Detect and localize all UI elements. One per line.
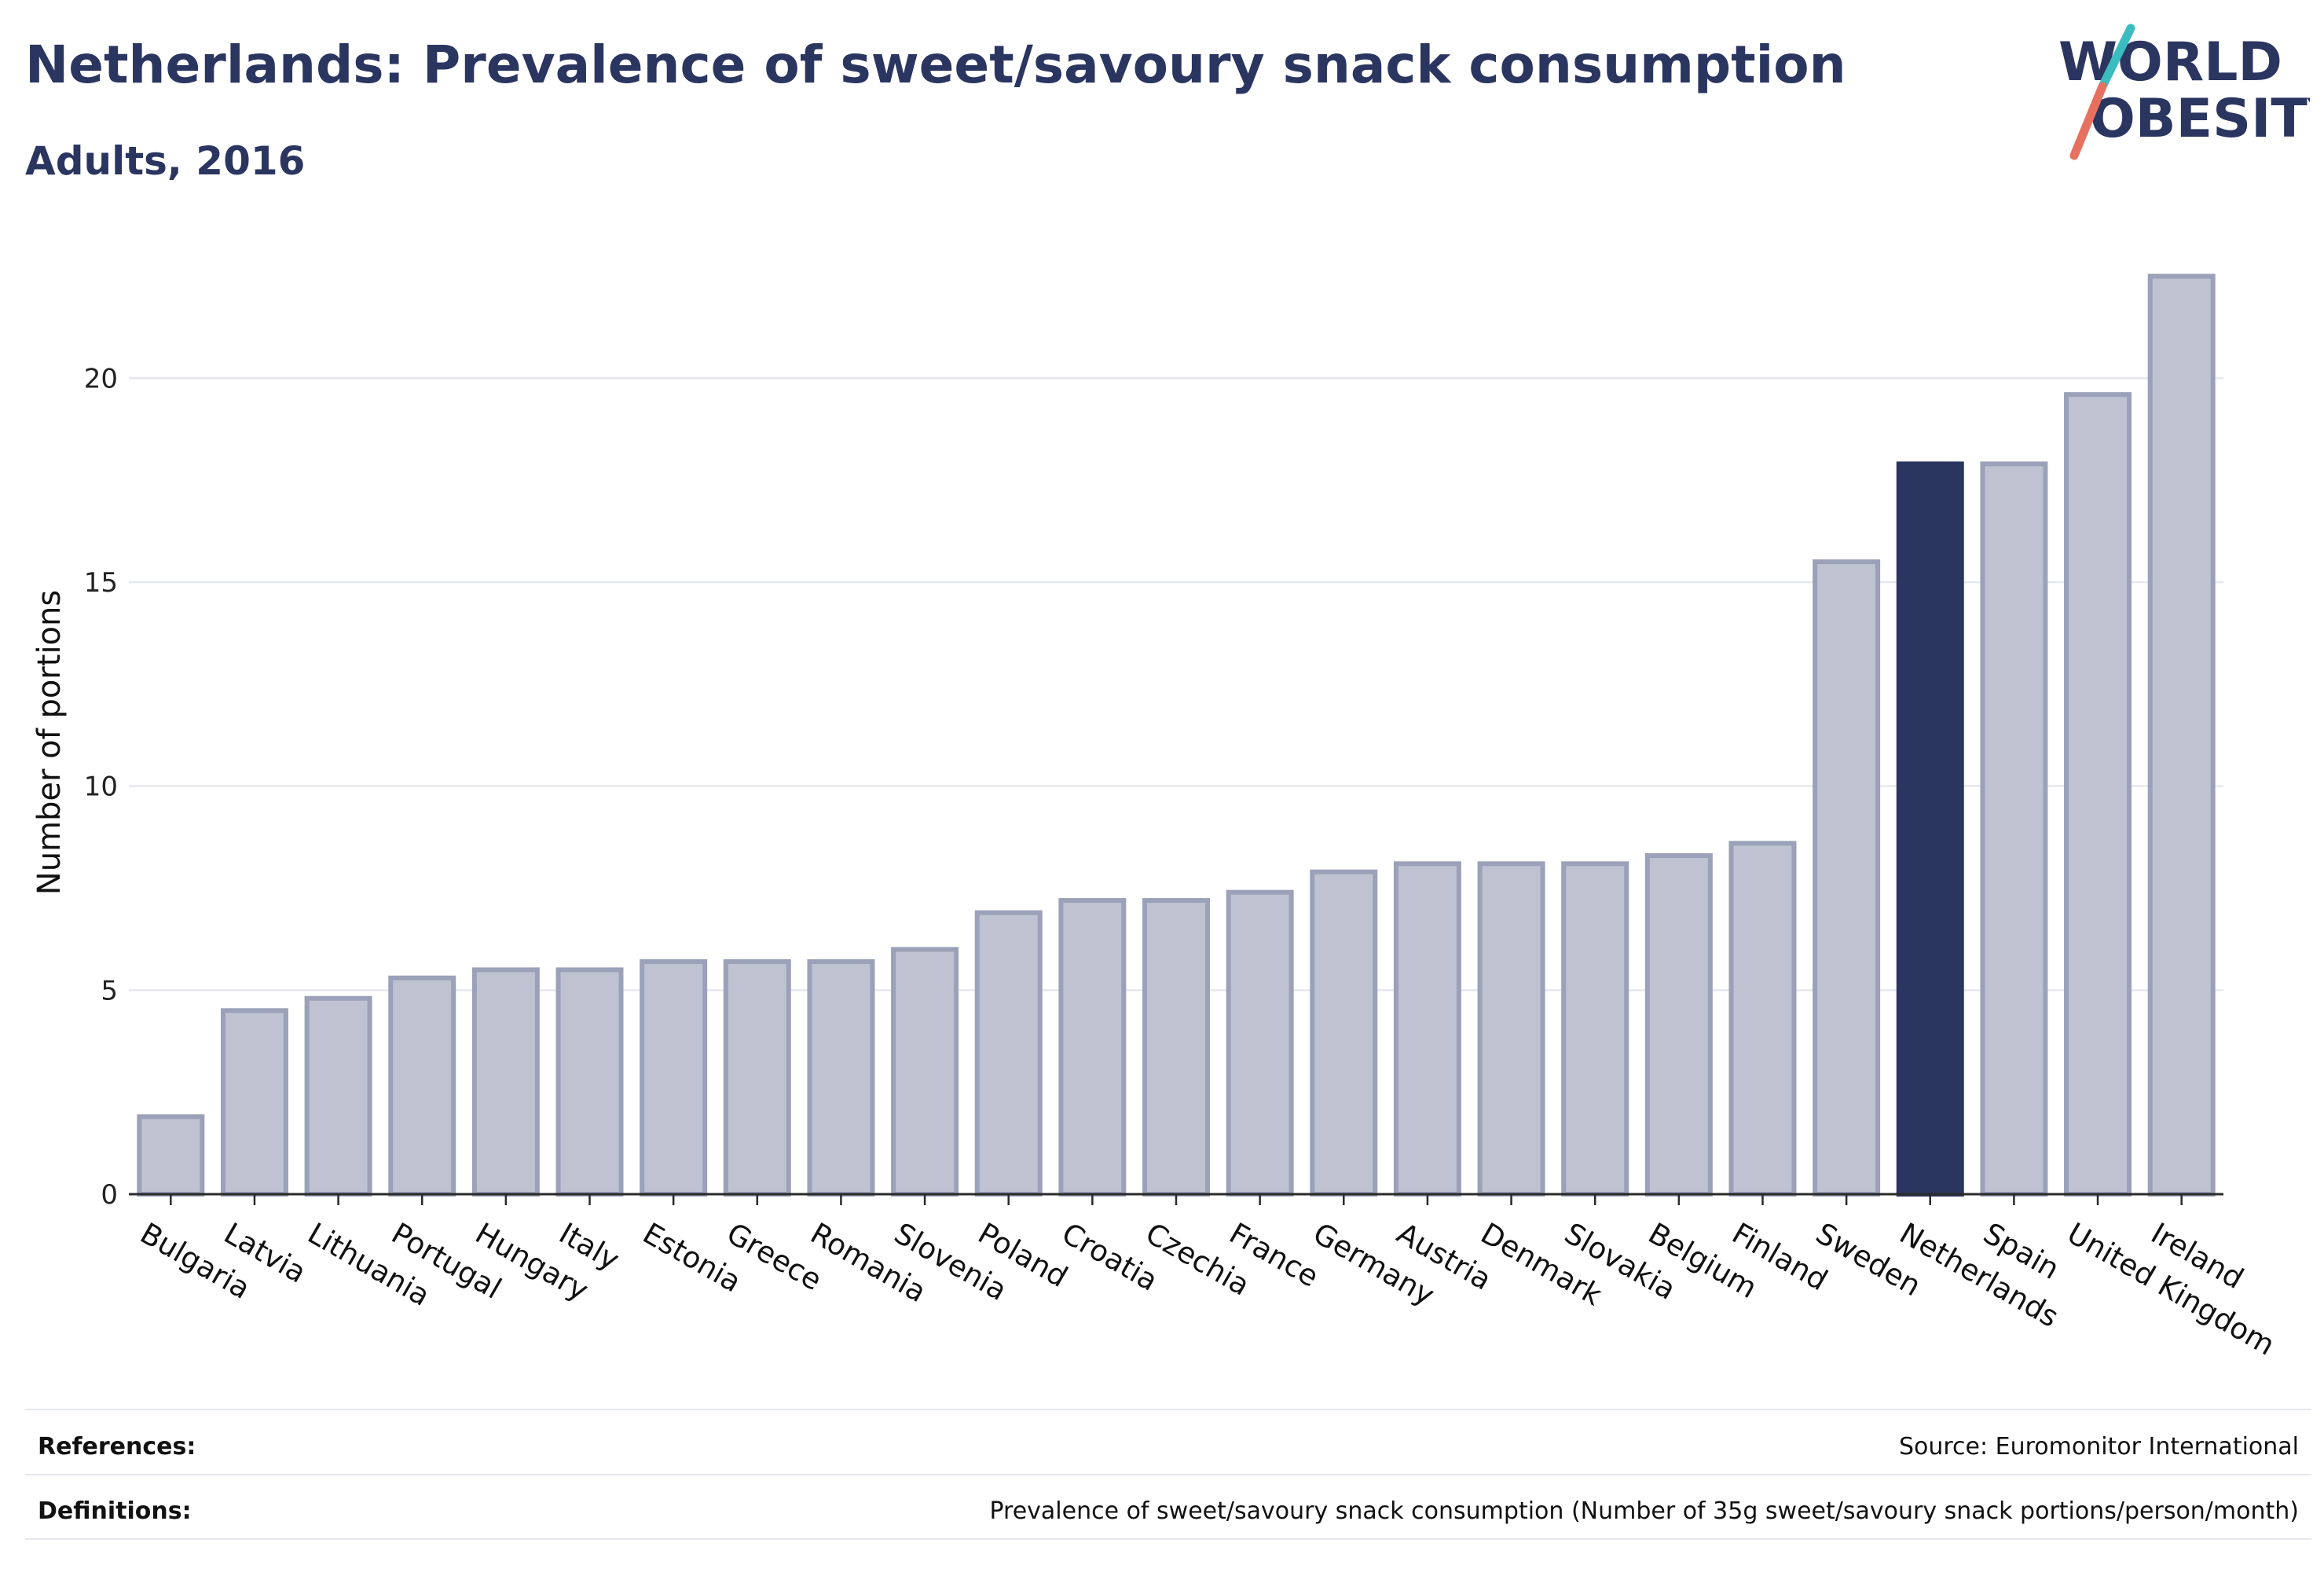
bar-ireland bbox=[2147, 273, 2216, 1197]
references-value: Source: Euromonitor International bbox=[1898, 1433, 2299, 1461]
bar-slovakia bbox=[1561, 861, 1629, 1197]
bar-finland bbox=[1728, 841, 1797, 1197]
page-title: Netherlands: Prevalence of sweet/savoury… bbox=[25, 35, 1846, 95]
bar-denmark bbox=[1477, 861, 1545, 1197]
bar-france bbox=[1226, 889, 1294, 1197]
bar-estonia bbox=[640, 958, 708, 1197]
bar-germany bbox=[1310, 869, 1378, 1197]
definitions-value: Prevalence of sweet/savoury snack consum… bbox=[989, 1497, 2299, 1525]
bar-spain bbox=[1980, 461, 2048, 1197]
definitions-label: Definitions: bbox=[38, 1497, 192, 1525]
bar-slovenia bbox=[891, 947, 959, 1197]
y-tick-label: 10 bbox=[84, 772, 118, 803]
bar-lithuania bbox=[304, 995, 372, 1197]
y-tick-label: 15 bbox=[84, 567, 118, 599]
footer-divider-middle bbox=[25, 1474, 2311, 1475]
bar-sweden bbox=[1813, 559, 1881, 1197]
bar-croatia bbox=[1058, 898, 1127, 1197]
axes bbox=[129, 1193, 2223, 1205]
bar-chart: 05101520BulgariaLatviaLithuaniaPortugalH… bbox=[31, 273, 2281, 1362]
y-axis-title: Number of portions bbox=[31, 590, 68, 895]
logo-slash-teal bbox=[2098, 24, 2135, 91]
bar-united-kingdom bbox=[2064, 392, 2132, 1197]
bar-poland bbox=[974, 910, 1043, 1197]
bar-hungary bbox=[471, 967, 540, 1197]
bar-portugal bbox=[388, 975, 456, 1197]
logo-slash-coral bbox=[2069, 82, 2107, 160]
logo-text-world: WORLD bbox=[2058, 31, 2282, 93]
bar-czechia bbox=[1142, 898, 1210, 1197]
page-subtitle: Adults, 2016 bbox=[25, 138, 306, 184]
bar-italy bbox=[555, 967, 624, 1197]
footer-divider-bottom bbox=[25, 1538, 2311, 1540]
bar-austria bbox=[1393, 861, 1461, 1197]
bars bbox=[137, 273, 2216, 1197]
y-tick-label: 0 bbox=[101, 1179, 118, 1211]
bar-belgium bbox=[1644, 852, 1713, 1197]
bar-greece bbox=[723, 958, 791, 1197]
references-label: References: bbox=[38, 1433, 196, 1461]
y-tick-label: 5 bbox=[101, 975, 118, 1006]
world-obesity-logo: WORLD OBESITY bbox=[2058, 24, 2310, 160]
bar-bulgaria bbox=[137, 1114, 205, 1197]
y-tick-label: 20 bbox=[84, 363, 118, 394]
x-tick-label: Croatia bbox=[1056, 1216, 1164, 1298]
logo-text-obesity: OBESITY bbox=[2090, 88, 2310, 150]
bar-latvia bbox=[220, 1008, 288, 1197]
bar-netherlands bbox=[1896, 461, 1964, 1197]
bar-romania bbox=[807, 958, 875, 1197]
footer-divider-top bbox=[25, 1409, 2311, 1410]
